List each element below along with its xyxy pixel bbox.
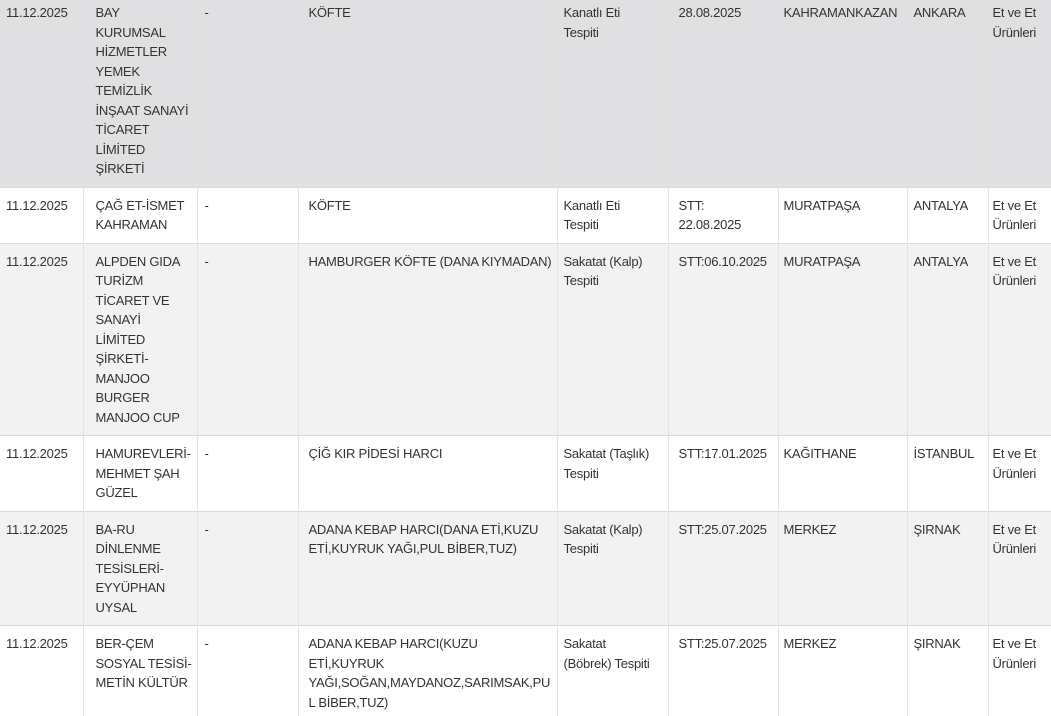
cell-brand: - bbox=[197, 0, 299, 187]
table-row[interactable]: 11.12.2025 HAMUREVLERİ-MEHMET ŞAH GÜZEL … bbox=[0, 435, 1051, 511]
cell-finding: Sakatat (Böbrek) Tespiti bbox=[557, 625, 669, 716]
cell-ref-date: 28.08.2025 bbox=[668, 0, 779, 187]
cell-product: KÖFTE bbox=[298, 187, 558, 243]
cell-product: HAMBURGER KÖFTE (DANA KIYMADAN) bbox=[298, 243, 558, 436]
cell-product-group: Et ve Et Ürünleri bbox=[992, 5, 1037, 40]
cell-date: 11.12.2025 bbox=[0, 435, 84, 511]
cell-district: MERKEZ bbox=[778, 511, 908, 626]
cell-product-group: Et ve Et Ürünleri bbox=[992, 521, 1037, 557]
cell-ref-date: STT:25.07.2025 bbox=[668, 511, 779, 626]
cell-firm: HAMUREVLERİ-MEHMET ŞAH GÜZEL bbox=[83, 435, 198, 511]
table-row[interactable]: 11.12.2025 ALPDEN GIDA TURİZM TİCARET VE… bbox=[0, 243, 1051, 436]
cell-date: 11.12.2025 bbox=[0, 187, 84, 243]
cell-brand: - bbox=[197, 243, 299, 436]
cell-district: MURATPAŞA bbox=[778, 187, 908, 243]
cell-brand: - bbox=[197, 435, 299, 511]
cell-product: KÖFTE bbox=[298, 0, 558, 187]
cell-province: ŞIRNAK bbox=[907, 625, 989, 716]
cell-ref-date: STT:17.01.2025 bbox=[668, 435, 779, 511]
cell-finding: Kanatlı Eti Tespiti bbox=[557, 187, 669, 243]
cell-district: MERKEZ bbox=[778, 625, 908, 716]
cell-finding: Sakatat (Taşlık) Tespiti bbox=[557, 435, 669, 511]
cell-product-group: Et ve Et Ürünleri bbox=[992, 636, 1037, 671]
cell-product: ADANA KEBAP HARCI(KUZU ETİ,KUYRUK YAĞI,S… bbox=[298, 625, 558, 716]
cell-province: ANTALYA bbox=[907, 243, 989, 436]
cell-province: ANTALYA bbox=[907, 187, 989, 243]
cell-district: MURATPAŞA bbox=[778, 243, 908, 436]
cell-ref-date: STT:25.07.2025 bbox=[668, 625, 779, 716]
cell-province: ANKARA bbox=[907, 0, 989, 187]
cell-date: 11.12.2025 bbox=[0, 625, 84, 716]
cell-brand: - bbox=[197, 187, 299, 243]
cell-firm: BA-RU DİNLENME TESİSLERİ-EYYÜPHAN UYSAL bbox=[83, 511, 198, 626]
cell-date: 11.12.2025 bbox=[0, 511, 84, 626]
cell-firm: ÇAĞ ET-İSMET KAHRAMAN bbox=[83, 187, 198, 243]
cell-product-group: Et ve Et Ürünleri bbox=[992, 253, 1037, 289]
cell-finding: Kanatlı Eti Tespiti bbox=[557, 0, 669, 187]
cell-firm: BAY KURUMSAL HİZMETLER YEMEK TEMİZLİK İN… bbox=[83, 0, 198, 187]
cell-product: ÇİĞ KIR PİDESİ HARCI bbox=[298, 435, 558, 511]
cell-date: 11.12.2025 bbox=[0, 243, 84, 436]
cell-ref-date: STT:06.10.2025 bbox=[668, 243, 779, 436]
cell-district: KAĞITHANE bbox=[778, 435, 908, 511]
cell-brand: - bbox=[197, 511, 299, 626]
cell-finding: Sakatat (Kalp) Tespiti bbox=[557, 511, 669, 626]
table-row[interactable]: 11.12.2025 BAY KURUMSAL HİZMETLER YEMEK … bbox=[0, 0, 1051, 187]
cell-firm: BER-ÇEM SOSYAL TESİSİ-METİN KÜLTÜR bbox=[83, 625, 198, 716]
cell-ref-date: STT: 22.08.2025 bbox=[668, 187, 779, 243]
cell-date: 11.12.2025 bbox=[0, 0, 84, 187]
cell-product-group: Et ve Et Ürünleri bbox=[992, 197, 1037, 233]
cell-finding: Sakatat (Kalp) Tespiti bbox=[557, 243, 669, 436]
table-row[interactable]: 11.12.2025 ÇAĞ ET-İSMET KAHRAMAN - KÖFTE… bbox=[0, 187, 1051, 243]
table-row[interactable]: 11.12.2025 BER-ÇEM SOSYAL TESİSİ-METİN K… bbox=[0, 625, 1051, 716]
cell-province: İSTANBUL bbox=[907, 435, 989, 511]
cell-district: KAHRAMANKAZAN bbox=[778, 0, 908, 187]
cell-firm: ALPDEN GIDA TURİZM TİCARET VE SANAYİ LİM… bbox=[83, 243, 198, 436]
table-row[interactable]: 11.12.2025 BA-RU DİNLENME TESİSLERİ-EYYÜ… bbox=[0, 511, 1051, 626]
cell-product-group: Et ve Et Ürünleri bbox=[992, 446, 1037, 481]
cell-province: ŞIRNAK bbox=[907, 511, 989, 626]
cell-product: ADANA KEBAP HARCI(DANA ETİ,KUZU ETİ,KUYR… bbox=[298, 511, 558, 626]
cell-brand: - bbox=[197, 625, 299, 716]
